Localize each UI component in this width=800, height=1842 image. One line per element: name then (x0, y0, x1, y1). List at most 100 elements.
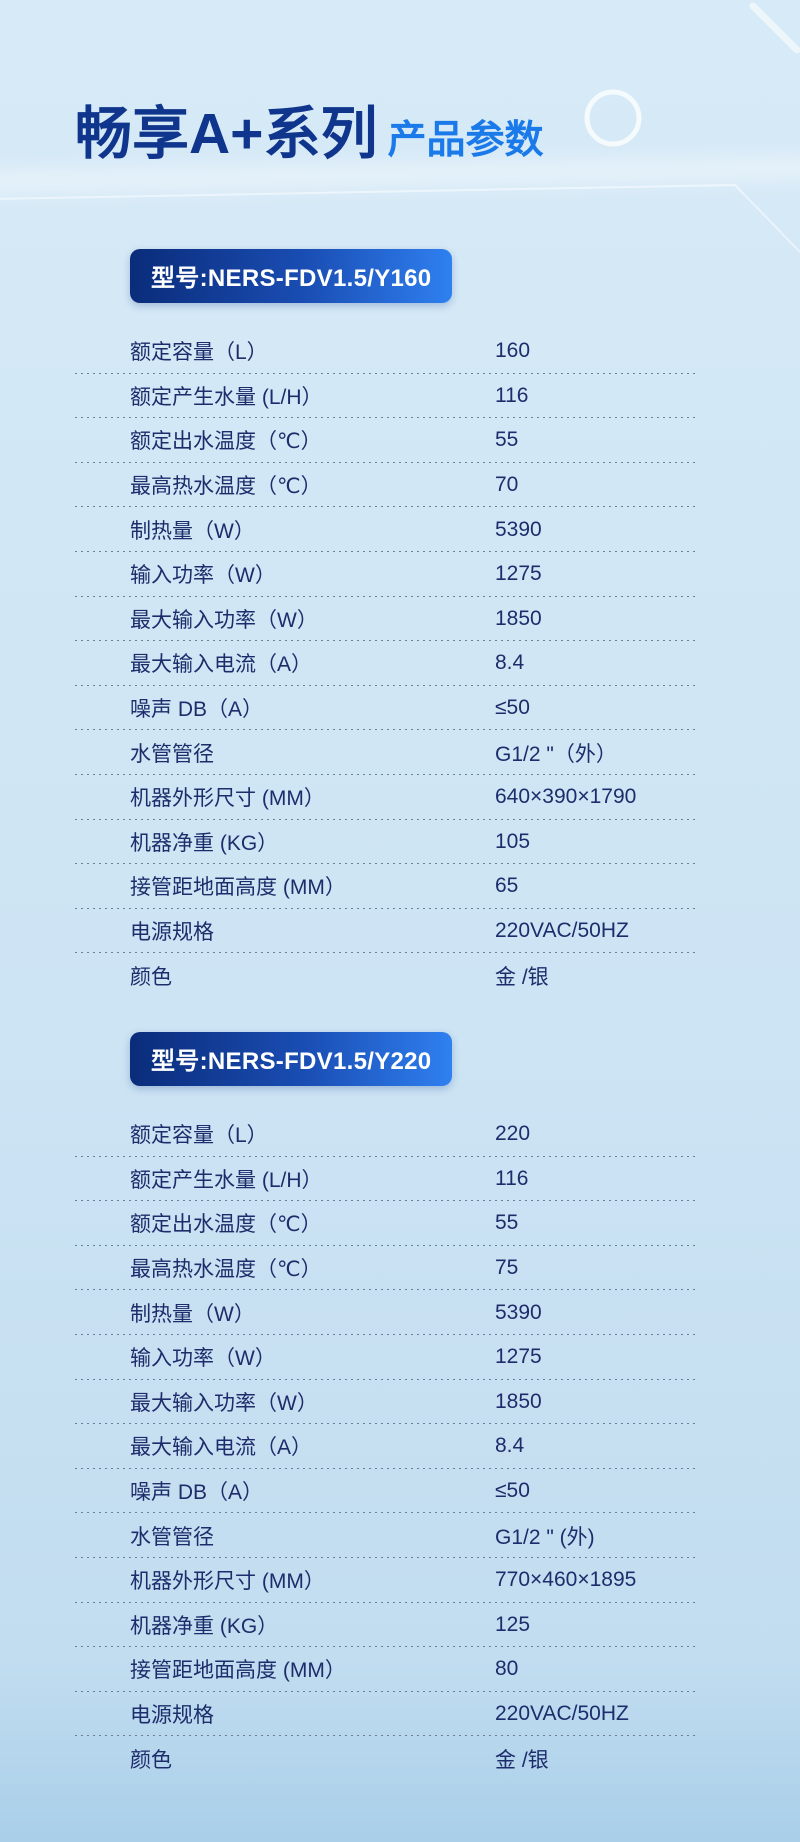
spec-label: 制热量（W） (130, 1302, 255, 1326)
spec-row: 额定容量（L） 220 (75, 1112, 695, 1157)
spec-row: 电源规格 220VAC/50HZ (75, 1692, 695, 1737)
spec-label: 最大输入电流（A） (130, 1436, 313, 1460)
spec-row: 制热量（W） 5390 (75, 507, 695, 552)
spec-label: 额定产生水量 (L/H） (130, 385, 323, 409)
spec-row: 噪声 DB（A） ≤50 (75, 686, 695, 731)
spec-label: 水管管径 (130, 1525, 214, 1549)
spec-label: 最高热水温度（℃） (130, 1258, 322, 1282)
spec-row: 输入功率（W） 1275 (75, 1335, 695, 1380)
spec-row: 额定容量（L） 160 (75, 329, 695, 374)
spec-row: 机器净重 (KG） 105 (75, 820, 695, 865)
spec-label: 输入功率（W） (130, 564, 276, 588)
page-title: 畅享A+系列 产品参数 (75, 103, 543, 166)
spec-label: 机器净重 (KG） (130, 1614, 279, 1638)
spec-row: 额定出水温度（℃） 55 (75, 418, 695, 463)
spec-value: G1/2 "（外） (495, 742, 617, 766)
spec-row: 额定产生水量 (L/H） 116 (75, 1157, 695, 1202)
spec-value: 5390 (495, 517, 542, 541)
spec-label: 最大输入功率（W） (130, 608, 318, 632)
model-section-y220: 型号:NERS-FDV1.5/Y220 额定容量（L） 220 额定产生水量 (L/… (0, 1032, 800, 1781)
spec-label: 额定出水温度（℃） (130, 1213, 322, 1237)
page-title-main: 畅享A+系列 (75, 102, 378, 167)
spec-label: 电源规格 (130, 921, 214, 945)
spec-label: 机器外形尺寸 (MM） (130, 1570, 325, 1594)
spec-value: 金 /银 (495, 965, 549, 989)
spec-label: 额定产生水量 (L/H） (130, 1168, 323, 1192)
spec-row: 颜色 金 /银 (75, 953, 695, 998)
spec-value: ≤50 (495, 1479, 530, 1503)
spec-row: 最高热水温度（℃） 70 (75, 463, 695, 508)
spec-row: 最高热水温度（℃） 75 (75, 1246, 695, 1291)
spec-value: 220 (495, 1122, 531, 1146)
spec-row: 机器净重 (KG） 125 (75, 1603, 695, 1648)
spec-label: 噪声 DB（A） (130, 698, 264, 722)
spec-value: 8.4 (495, 651, 525, 675)
spec-value: 770×460×1895 (495, 1568, 637, 1592)
spec-label: 最大输入功率（W） (130, 1391, 318, 1415)
spec-value: 金 /银 (495, 1748, 549, 1772)
spec-label: 颜色 (130, 1748, 172, 1772)
spec-table: 额定容量（L） 220 额定产生水量 (L/H） 116 额定出水温度（℃） 55 最高热水… (75, 1112, 695, 1781)
spec-value: 1850 (495, 1389, 542, 1413)
spec-label: 接管距地面高度 (MM） (130, 1659, 346, 1683)
spec-value: 105 (495, 829, 531, 853)
spec-value: 70 (495, 473, 519, 497)
spec-label: 额定容量（L） (130, 341, 268, 365)
spec-row: 制热量（W） 5390 (75, 1290, 695, 1335)
spec-label: 额定出水温度（℃） (130, 430, 322, 454)
spec-row: 最大输入功率（W） 1850 (75, 1380, 695, 1425)
spec-value: 55 (495, 428, 519, 452)
spec-row: 输入功率（W） 1275 (75, 552, 695, 597)
spec-value: 1275 (495, 1345, 542, 1369)
spec-row: 最大输入功率（W） 1850 (75, 597, 695, 642)
spec-label: 噪声 DB（A） (130, 1481, 264, 1505)
spec-row: 颜色 金 /银 (75, 1736, 695, 1781)
spec-value: ≤50 (495, 696, 530, 720)
spec-row: 接管距地面高度 (MM） 65 (75, 864, 695, 909)
spec-value: G1/2 " (外) (495, 1525, 595, 1549)
spec-value: 160 (495, 339, 531, 363)
spec-value: 65 (495, 874, 519, 898)
spec-label: 额定容量（L） (130, 1124, 268, 1148)
spec-value: 220VAC/50HZ (495, 1702, 629, 1726)
spec-row: 接管距地面高度 (MM） 80 (75, 1647, 695, 1692)
spec-value: 220VAC/50HZ (495, 919, 629, 943)
spec-value: 1275 (495, 562, 542, 586)
spec-value: 640×390×1790 (495, 785, 637, 809)
model-badge: 型号:NERS-FDV1.5/Y220 (130, 1032, 453, 1086)
spec-table: 额定容量（L） 160 额定产生水量 (L/H） 116 额定出水温度（℃） 55 最高热水… (75, 329, 695, 998)
spec-value: 75 (495, 1256, 519, 1280)
spec-row: 机器外形尺寸 (MM） 770×460×1895 (75, 1558, 695, 1603)
spec-value: 116 (495, 1166, 529, 1190)
corner-streak-decoration (749, 2, 800, 54)
spec-row: 水管管径 G1/2 " (外) (75, 1513, 695, 1558)
spec-row: 额定产生水量 (L/H） 116 (75, 374, 695, 419)
spec-row: 机器外形尺寸 (MM） 640×390×1790 (75, 775, 695, 820)
spec-row: 电源规格 220VAC/50HZ (75, 909, 695, 954)
spec-row: 额定出水温度（℃） 55 (75, 1201, 695, 1246)
spec-row: 水管管径 G1/2 "（外） (75, 730, 695, 775)
spec-label: 机器外形尺寸 (MM） (130, 787, 325, 811)
spec-label: 接管距地面高度 (MM） (130, 876, 346, 900)
spec-label: 水管管径 (130, 742, 214, 766)
spec-value: 1850 (495, 606, 542, 630)
model-section-y160: 型号:NERS-FDV1.5/Y160 额定容量（L） 160 额定产生水量 (L/… (0, 249, 800, 998)
spec-label: 制热量（W） (130, 519, 255, 543)
spec-value: 55 (495, 1211, 519, 1235)
spec-label: 最大输入电流（A） (130, 653, 313, 677)
model-badge: 型号:NERS-FDV1.5/Y160 (130, 249, 453, 303)
spec-row: 噪声 DB（A） ≤50 (75, 1469, 695, 1514)
spec-value: 125 (495, 1612, 531, 1636)
spec-value: 5390 (495, 1300, 542, 1324)
spec-row: 最大输入电流（A） 8.4 (75, 1424, 695, 1469)
spec-label: 最高热水温度（℃） (130, 475, 322, 499)
spec-value: 80 (495, 1657, 519, 1681)
bubble-ring-decoration (584, 89, 642, 147)
swoosh-line-decoration (0, 183, 800, 253)
spec-label: 输入功率（W） (130, 1347, 276, 1371)
spec-label: 电源规格 (130, 1704, 214, 1728)
spec-row: 最大输入电流（A） 8.4 (75, 641, 695, 686)
page-title-sub: 产品参数 (387, 119, 544, 163)
spec-value: 8.4 (495, 1434, 525, 1458)
